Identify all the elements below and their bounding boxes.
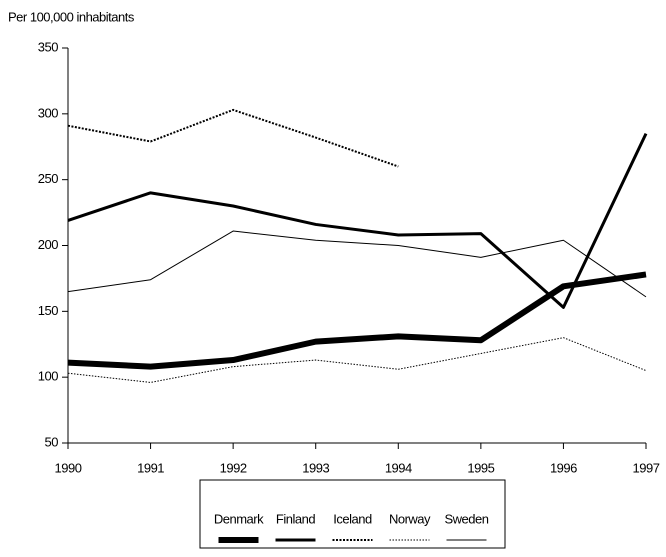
y-tick-label: 350 (38, 39, 58, 54)
x-tick-label: 1993 (302, 460, 329, 475)
y-tick-label: 100 (38, 369, 58, 384)
legend-box (199, 479, 506, 549)
x-tick-label: 1997 (633, 460, 660, 475)
legend-label: Denmark (214, 511, 264, 526)
line-sweden (67, 230, 647, 298)
y-tick-label: 200 (38, 237, 58, 252)
line-finland (67, 132, 648, 309)
y-tick-label: 250 (38, 171, 58, 186)
x-tick-label: 1996 (550, 460, 577, 475)
x-tick-label: 1990 (55, 460, 82, 475)
y-tick-label: 50 (45, 434, 59, 449)
y-tick-label: 150 (38, 303, 58, 318)
x-tick-label: 1992 (220, 460, 247, 475)
legend-label: Norway (389, 511, 431, 526)
y-tick-label: 300 (38, 105, 58, 120)
line-norway (67, 337, 647, 383)
x-tick-label: 1995 (467, 460, 494, 475)
y-axis-title: Per 100,000 inhabitants (8, 9, 135, 24)
line-iceland (67, 108, 399, 168)
x-tick-label: 1994 (385, 460, 412, 475)
legend-label: Iceland (333, 511, 372, 526)
x-tick-label: 1991 (137, 460, 164, 475)
legend-label: Sweden (445, 511, 489, 526)
line-denmark (67, 271, 647, 370)
legend-label: Finland (276, 511, 315, 526)
